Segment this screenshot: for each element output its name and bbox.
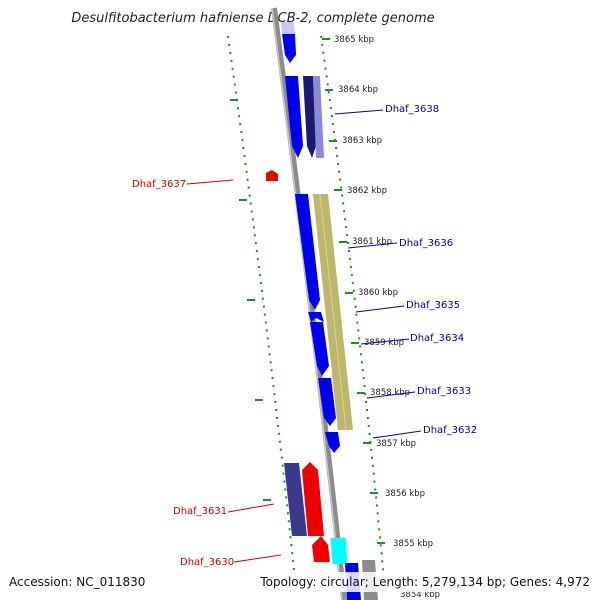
gene-dhaf-3630-cyan: [330, 538, 348, 564]
label-leaders: [186, 109, 422, 563]
gene-label-dhaf-3636: Dhaf_3636: [399, 238, 453, 249]
footer-summary: Topology: circular; Length: 5,279,134 bp…: [259, 575, 590, 589]
feature-top-pale: [280, 22, 295, 34]
tick-label-3857: 3857 kbp: [376, 439, 416, 449]
tick-label-3854: 3854 kbp: [400, 590, 440, 600]
gene-dhaf-3633: [318, 378, 336, 426]
gene-dhaf-3636: [295, 194, 320, 310]
gene-label-dhaf-3630: Dhaf_3630: [180, 557, 234, 568]
tick-label-3862: 3862 kbp: [347, 186, 387, 196]
tick-label-3855: 3855 kbp: [393, 539, 433, 549]
gene-forward-a: [285, 76, 303, 158]
footer-accession: Accession: NC_011830: [9, 575, 145, 589]
tick-label-3864: 3864 kbp: [338, 85, 378, 95]
genome-backbone-highlight: [271, 7, 343, 600]
tick-label-3859: 3859 kbp: [364, 338, 404, 348]
gene-dhaf-3634: [310, 322, 329, 376]
tick-label-3858: 3858 kbp: [370, 388, 410, 398]
tick-label-3865: 3865 kbp: [334, 35, 374, 45]
gene-label-dhaf-3633: Dhaf_3633: [417, 386, 471, 397]
gene-dhaf-3635: [308, 312, 324, 322]
feature-khaki-highlight: [319, 193, 347, 431]
gene-label-dhaf-3632: Dhaf_3632: [423, 425, 477, 436]
gene-dhaf-3637: [266, 170, 278, 181]
gene-dhaf-3638-dark: [303, 76, 316, 158]
gene-label-dhaf-3631: Dhaf_3631: [173, 506, 227, 517]
gene-dhaf-3630-red: [312, 536, 330, 562]
tick-label-3863: 3863 kbp: [342, 136, 382, 146]
gene-label-dhaf-3637: Dhaf_3637: [132, 179, 186, 190]
tick-label-3860: 3860 kbp: [358, 288, 398, 298]
gene-label-dhaf-3634: Dhaf_3634: [410, 333, 464, 344]
gene-dhaf-3631-red: [302, 462, 324, 536]
gene-dhaf-3631-dark: [284, 463, 307, 536]
footer-background: [0, 572, 600, 592]
gene-label-dhaf-3638: Dhaf_3638: [385, 104, 439, 115]
major-ticks: [230, 38, 385, 544]
tick-labels: 3865 kbp 3864 kbp 3863 kbp 3862 kbp 3861…: [334, 35, 440, 600]
map-title: Desulfitobacterium hafniense DCB-2, comp…: [71, 11, 434, 26]
tick-label-3856: 3856 kbp: [385, 489, 425, 499]
gene-label-dhaf-3635: Dhaf_3635: [406, 300, 460, 311]
gene-top-forward: [282, 34, 296, 63]
gene-dhaf-3632: [325, 432, 340, 453]
inner-tick-track: [227, 35, 296, 581]
tick-label-3861: 3861 kbp: [352, 237, 392, 247]
gene-dhaf-3638-light: [313, 76, 324, 158]
